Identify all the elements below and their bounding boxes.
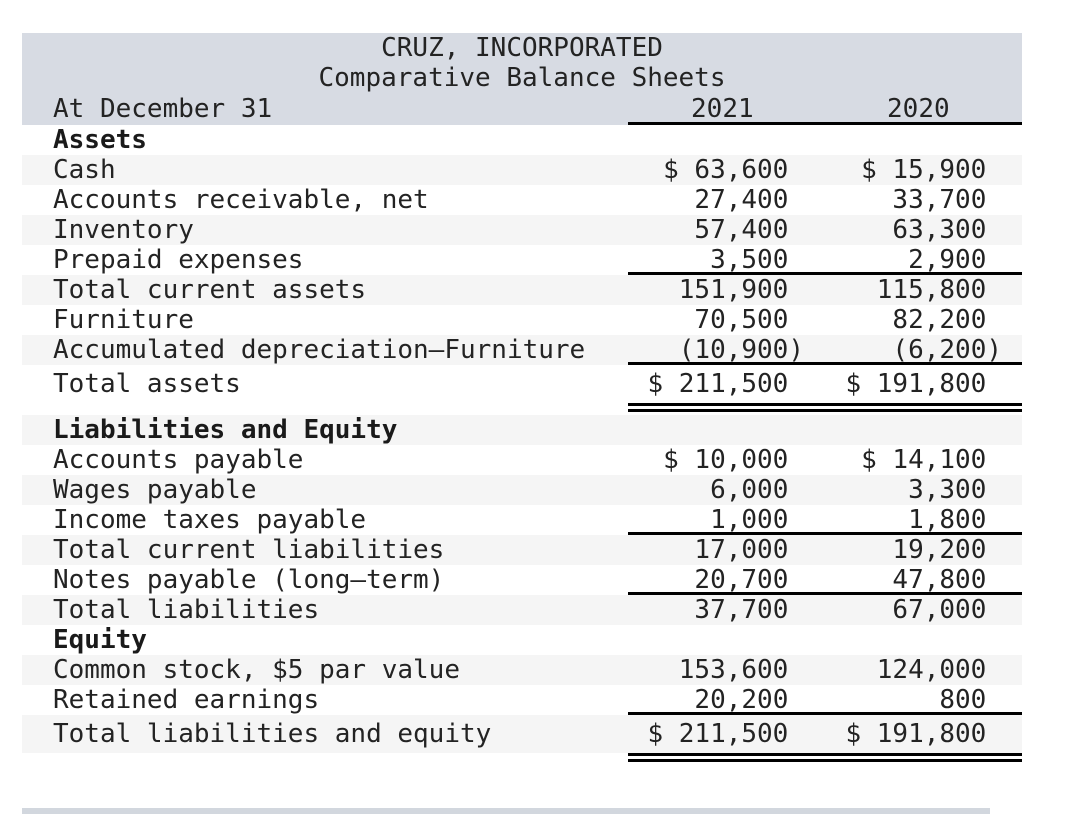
table-row-retained-earnings: Retained earnings 20,200 800 (22, 685, 1022, 715)
amount-2020: $ 191,800 (845, 369, 1002, 399)
amount-2021: 153,600 (678, 655, 804, 685)
table-row-accounts-payable: Accounts payable $ 10,000 $ 14,100 (22, 445, 1022, 475)
amount-2020: $ 15,900 (861, 155, 1002, 185)
row-label: Total current liabilities (53, 535, 445, 565)
row-label: Inventory (53, 215, 194, 245)
section-header-liabilities-and-equity: Liabilities and Equity (22, 415, 1022, 445)
amount-2021: 17,000 (694, 535, 804, 565)
date-label: At December 31 (53, 94, 273, 124)
double-rule-total-liabilities-and-equity (628, 753, 1022, 762)
amount-2021: (10,900) (678, 335, 804, 365)
table-row-inventory: Inventory 57,400 63,300 (22, 215, 1022, 245)
amount-2020: 124,000 (876, 655, 1002, 685)
row-label: Notes payable (long–term) (53, 565, 445, 595)
section-header-assets: Assets (22, 125, 1022, 155)
table-row-total-liabilities: Total liabilities 37,700 67,000 (22, 595, 1022, 625)
table-row-prepaid-expenses: Prepaid expenses 3,500 2,900 (22, 245, 1022, 275)
amount-2020: 67,000 (892, 595, 1002, 625)
next-section-edge (22, 808, 990, 814)
row-label: Accounts payable (53, 445, 304, 475)
table-row-total-liabilities-and-equity: Total liabilities and equity $ 211,500 $… (22, 715, 1022, 753)
table-row-total-assets: Total assets $ 211,500 $ 191,800 (22, 365, 1022, 403)
row-label: Total assets (53, 369, 241, 399)
row-label: Retained earnings (53, 685, 320, 715)
table-row-income-taxes-payable: Income taxes payable 1,000 1,800 (22, 505, 1022, 535)
row-label: Liabilities and Equity (53, 415, 398, 445)
amount-2020: $ 14,100 (861, 445, 1002, 475)
row-label: Cash (53, 155, 116, 185)
company-name: CRUZ, INCORPORATED (381, 33, 663, 63)
amount-2021: 70,500 (694, 305, 804, 335)
amount-2020: 1,800 (908, 505, 1002, 535)
amount-2021 (628, 415, 804, 445)
table-row-wages-payable: Wages payable 6,000 3,300 (22, 475, 1022, 505)
amount-2020: $ 191,800 (845, 719, 1002, 749)
table-row-total-current-assets: Total current assets 151,900 115,800 (22, 275, 1022, 305)
row-label: Furniture (53, 305, 194, 335)
amount-2020: 82,200 (892, 305, 1002, 335)
amount-2021: 27,400 (694, 185, 804, 215)
amount-2020: 800 (939, 685, 1002, 715)
row-label: Wages payable (53, 475, 257, 505)
comparative-balance-sheet: CRUZ, INCORPORATED Comparative Balance S… (22, 33, 1022, 762)
amount-2020: 19,200 (892, 535, 1002, 565)
amount-2021: 3,500 (710, 245, 804, 275)
amount-2021: 57,400 (694, 215, 804, 245)
amount-2021: 20,200 (694, 685, 804, 715)
amount-2020 (804, 625, 1002, 655)
row-label: Prepaid expenses (53, 245, 304, 275)
amount-2021: $ 10,000 (663, 445, 804, 475)
amount-2021 (628, 625, 804, 655)
amount-2021: 151,900 (678, 275, 804, 305)
amount-2020: 33,700 (892, 185, 1002, 215)
amount-2020 (804, 415, 1002, 445)
row-label: Accounts receivable, net (53, 185, 429, 215)
table-row-furniture: Furniture 70,500 82,200 (22, 305, 1022, 335)
double-rule-total-assets (628, 403, 1022, 412)
row-label: Assets (53, 125, 147, 155)
section-header-equity: Equity (22, 625, 1022, 655)
amount-2021: $ 211,500 (647, 719, 804, 749)
table-row-common-stock: Common stock, $5 par value 153,600 124,0… (22, 655, 1022, 685)
amount-2021: $ 63,600 (663, 155, 804, 185)
statement-title: Comparative Balance Sheets (318, 63, 726, 93)
row-label: Total current assets (53, 275, 367, 305)
amount-2021 (628, 125, 804, 155)
amount-2020: 47,800 (892, 565, 1002, 595)
amount-2021: 1,000 (710, 505, 804, 535)
table-row-accounts-receivable: Accounts receivable, net 27,400 33,700 (22, 185, 1022, 215)
column-header-2021: 2021 (691, 94, 754, 124)
amount-2020: 3,300 (908, 475, 1002, 505)
amount-2020 (804, 125, 1002, 155)
amount-2021: $ 211,500 (647, 369, 804, 399)
row-label: Equity (53, 625, 147, 655)
column-header-2020: 2020 (887, 94, 950, 124)
amount-2020: (6,200) (892, 335, 1002, 365)
amount-2021: 6,000 (710, 475, 804, 505)
row-label: Income taxes payable (53, 505, 367, 535)
row-label: Common stock, $5 par value (53, 655, 460, 685)
amount-2020: 2,900 (908, 245, 1002, 275)
table-row-accumulated-depreciation: Accumulated depreciation–Furniture (10,9… (22, 335, 1022, 365)
amount-2021: 20,700 (694, 565, 804, 595)
table-row-cash: Cash $ 63,600 $ 15,900 (22, 155, 1022, 185)
row-label: Accumulated depreciation–Furniture (53, 335, 586, 365)
amount-2021: 37,700 (694, 595, 804, 625)
amount-2020: 63,300 (892, 215, 1002, 245)
table-row-notes-payable: Notes payable (long–term) 20,700 47,800 (22, 565, 1022, 595)
statement-header: CRUZ, INCORPORATED Comparative Balance S… (22, 33, 1022, 125)
row-label: Total liabilities and equity (53, 719, 492, 749)
amount-2020: 115,800 (876, 275, 1002, 305)
year-columns: 2021 2020 (628, 93, 1022, 125)
table-row-total-current-liabilities: Total current liabilities 17,000 19,200 (22, 535, 1022, 565)
column-header-row: At December 31 2021 2020 (22, 93, 1022, 125)
row-label: Total liabilities (53, 595, 320, 625)
